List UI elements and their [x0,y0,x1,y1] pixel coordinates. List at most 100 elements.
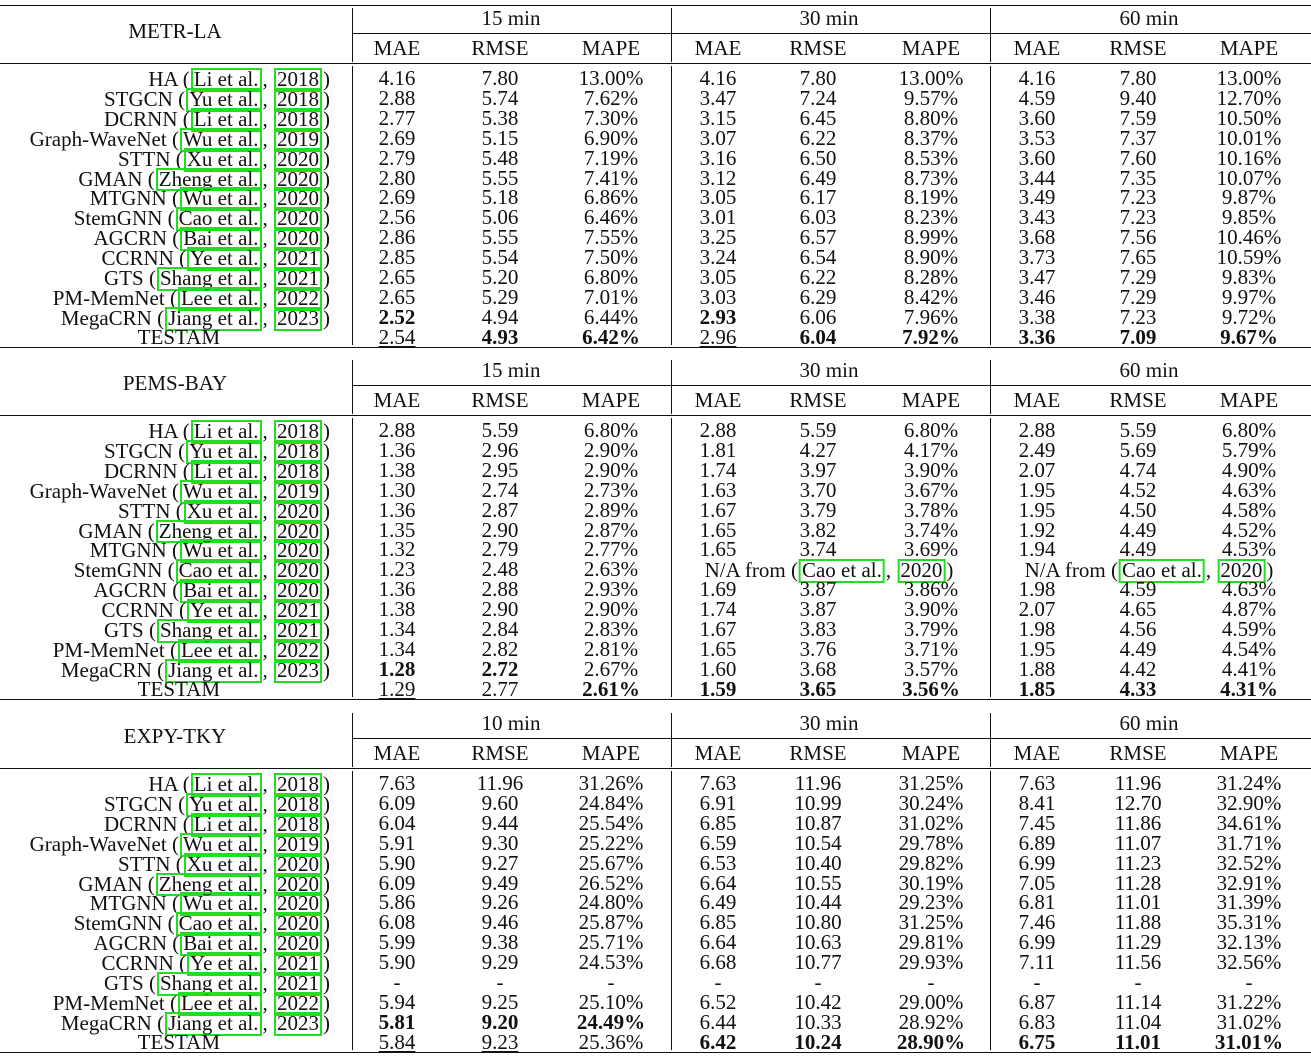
citation-authors[interactable]: Bai et al. [180,579,262,604]
citation-authors[interactable]: Xu et al. [183,499,262,524]
citation-authors[interactable]: Ye et al. [187,599,262,624]
citation-year[interactable]: 2023 [274,658,322,683]
citation-year[interactable]: 2020 [274,932,322,957]
citation-year[interactable]: 2020 [274,892,322,917]
citation-authors[interactable]: Jiang et al. [165,1011,262,1036]
citation-authors[interactable]: Li et al. [190,107,262,132]
citation-year[interactable]: 2018 [274,439,322,464]
citation-authors[interactable]: Cao et al. [175,559,262,584]
citation-year[interactable]: 2020 [897,559,946,584]
citation-year[interactable]: 2020 [274,559,322,584]
citation-year[interactable]: 2020 [274,207,322,232]
table-cell: 10.44 [794,890,842,915]
table-cell: 29.00% [898,989,964,1014]
citation-year[interactable]: 2019 [274,479,322,504]
citation-year[interactable]: 2020 [274,912,322,937]
citation-year[interactable]: 2020 [274,539,322,564]
citation-authors[interactable]: Xu et al. [183,147,262,172]
citation-authors[interactable]: Cao et al. [798,559,885,584]
citation-year[interactable]: 2021 [274,972,322,996]
table-cell: 6.46% [583,205,639,230]
citation-authors[interactable]: Li et al. [190,812,262,837]
citation-year[interactable]: 2020 [274,187,322,212]
citation-year[interactable]: 2023 [274,306,322,331]
citation-year[interactable]: 2018 [274,792,322,817]
citation-year[interactable]: 2018 [274,107,322,132]
citation-authors[interactable]: Wu et al. [179,127,262,152]
citation-authors[interactable]: Ye et al. [187,952,262,977]
citation-authors[interactable]: Li et al. [190,420,262,444]
citation-year[interactable]: 2021 [274,619,322,643]
citation-year[interactable]: 2020 [274,872,322,897]
citation-authors[interactable]: Yu et al. [186,87,262,112]
citation-year[interactable]: 2020 [274,519,322,544]
table-cell: 2.67% [583,656,639,681]
citation-authors[interactable]: Yu et al. [186,439,262,464]
citation-authors[interactable]: Jiang et al. [165,306,262,331]
citation-year[interactable]: 2022 [274,991,322,1016]
group-rule [352,33,1311,34]
table-cell: 12.70% [1216,85,1282,110]
table-cell: 6.87 [1018,989,1056,1014]
citation-authors[interactable]: Li et al. [190,459,262,484]
table-cell: 2.88 [378,85,416,110]
citation-authors[interactable]: Zheng et al. [155,167,262,192]
citation-authors[interactable]: Bai et al. [180,932,262,957]
citation-year[interactable]: 2020 [274,499,322,524]
citation-year[interactable]: 2020 [274,147,322,172]
citation-year[interactable]: 2021 [274,952,322,977]
table-cell: 4.16 [1018,66,1056,90]
citation-year[interactable]: 2018 [274,68,322,92]
table-cell: 1.60 [699,656,737,681]
citation-year[interactable]: 2023 [274,1011,322,1036]
citation-authors[interactable]: Li et al. [190,773,262,797]
citation-year[interactable]: 2022 [274,638,322,663]
table-cell: 25.10% [578,989,644,1014]
citation-authors[interactable]: Lee et al. [177,991,262,1016]
citation-authors[interactable]: Wu et al. [179,832,262,857]
column-divider [990,360,991,414]
table-cell: 7.60 [1119,145,1157,170]
citation-authors[interactable]: Shang et al. [156,619,262,643]
citation-authors[interactable]: Shang et al. [156,267,262,291]
citation-year[interactable]: 2021 [274,599,322,624]
table-cell: 9.49 [481,870,519,895]
citation-authors[interactable]: Bai et al. [180,227,262,252]
citation-year[interactable]: 2018 [274,459,322,484]
citation-authors[interactable]: Shang et al. [156,972,262,996]
citation-authors[interactable]: Wu et al. [179,187,262,212]
citation-authors[interactable]: Yu et al. [186,792,262,817]
table-cell: 3.79 [799,497,837,522]
table-cell: 6.22 [799,265,837,289]
citation-year[interactable]: 2018 [274,773,322,797]
citation-year[interactable]: 2018 [274,420,322,444]
citation-year[interactable]: 2020 [274,167,322,192]
citation-authors[interactable]: Cao et al. [175,207,262,232]
citation-authors[interactable]: Zheng et al. [155,872,262,897]
citation-year[interactable]: 2018 [274,87,322,112]
citation-year[interactable]: 2021 [274,247,322,272]
citation-year[interactable]: 2019 [274,127,322,152]
citation-year[interactable]: 2020 [1217,559,1266,584]
citation-authors[interactable]: Cao et al. [1118,559,1205,584]
citation-authors[interactable]: Zheng et al. [155,519,262,544]
citation-year[interactable]: 2020 [274,579,322,604]
citation-year[interactable]: 2020 [274,227,322,252]
citation-authors[interactable]: Cao et al. [175,912,262,937]
citation-authors[interactable]: Wu et al. [179,892,262,917]
citation-authors[interactable]: Li et al. [190,68,262,92]
citation-year[interactable]: 2019 [274,832,322,857]
citation-authors[interactable]: Wu et al. [179,539,262,564]
citation-year[interactable]: 2018 [274,812,322,837]
citation-year[interactable]: 2020 [274,852,322,877]
metric-header: MAPE [1219,36,1279,60]
citation-authors[interactable]: Ye et al. [187,247,262,272]
citation-year[interactable]: 2022 [274,286,322,311]
table-cell: 2.90% [583,457,639,482]
citation-year[interactable]: 2021 [274,267,322,291]
citation-authors[interactable]: Jiang et al. [165,658,262,683]
citation-authors[interactable]: Xu et al. [183,852,262,877]
citation-authors[interactable]: Lee et al. [177,286,262,311]
citation-authors[interactable]: Wu et al. [179,479,262,504]
citation-authors[interactable]: Lee et al. [177,638,262,663]
